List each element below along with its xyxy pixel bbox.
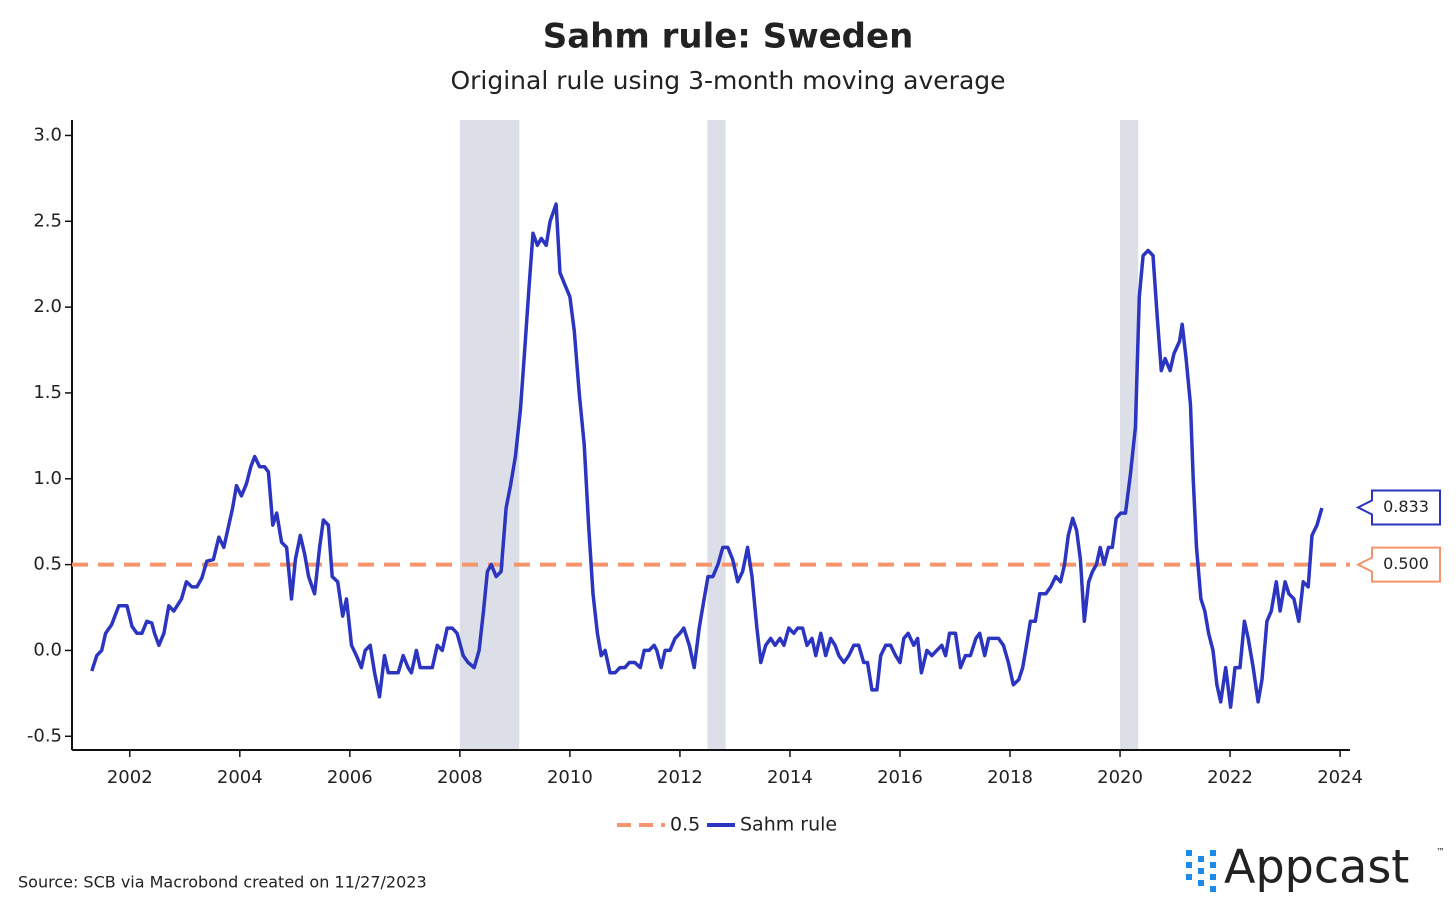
logo-icon bbox=[1186, 850, 1216, 892]
x-tick-label: 2022 bbox=[1207, 767, 1253, 788]
y-tick-label: 2.5 bbox=[33, 210, 62, 231]
recession-band bbox=[459, 120, 520, 750]
x-tick-label: 2004 bbox=[217, 767, 263, 788]
y-tick-label: -0.5 bbox=[27, 725, 62, 746]
y-tick-label: 1.0 bbox=[33, 468, 62, 489]
end-label: 0.833 bbox=[1355, 489, 1441, 526]
x-tick-label: 2002 bbox=[107, 767, 153, 788]
legend-label: 0.5 bbox=[670, 814, 700, 836]
recession-band bbox=[707, 120, 726, 750]
recession-band bbox=[1120, 120, 1139, 750]
x-tick-label: 2012 bbox=[657, 767, 703, 788]
logo: Appcast ™ bbox=[1186, 840, 1445, 894]
y-tick-label: 1.5 bbox=[33, 382, 62, 403]
y-tick-label: 0.5 bbox=[33, 554, 62, 575]
x-tick-label: 2006 bbox=[327, 767, 373, 788]
x-tick-label: 2008 bbox=[437, 767, 483, 788]
source-note: Source: SCB via Macrobond created on 11/… bbox=[18, 873, 427, 892]
x-tick-label: 2020 bbox=[1097, 767, 1143, 788]
y-tick-label: 3.0 bbox=[33, 124, 62, 145]
x-tick-label: 2014 bbox=[767, 767, 813, 788]
x-tick-label: 2018 bbox=[987, 767, 1033, 788]
end-label-text: 0.500 bbox=[1383, 554, 1429, 573]
end-label: 0.500 bbox=[1355, 546, 1441, 583]
y-tick-label: 0.0 bbox=[33, 639, 62, 660]
logo-text: Appcast bbox=[1224, 840, 1409, 894]
legend-label: Sahm rule bbox=[740, 814, 837, 836]
end-label-box bbox=[1355, 489, 1441, 526]
end-label-box bbox=[1355, 546, 1441, 583]
x-tick-label: 2010 bbox=[547, 767, 593, 788]
x-tick-label: 2016 bbox=[877, 767, 923, 788]
logo-trademark: ™ bbox=[1436, 848, 1445, 858]
chart-subtitle: Original rule using 3-month moving avera… bbox=[450, 66, 1005, 95]
end-label-text: 0.833 bbox=[1383, 497, 1429, 516]
x-tick-label: 2024 bbox=[1317, 767, 1363, 788]
chart-title: Sahm rule: Sweden bbox=[543, 17, 914, 57]
series-line bbox=[90, 202, 1324, 709]
y-tick-label: 2.0 bbox=[33, 296, 62, 317]
